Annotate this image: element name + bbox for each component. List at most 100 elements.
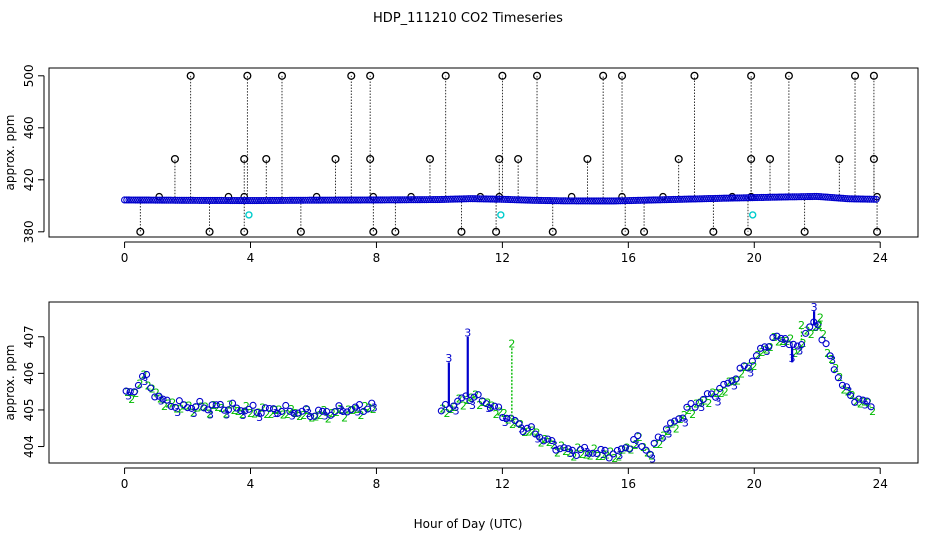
bottom-series1-point (818, 336, 826, 344)
top-baseline-point (672, 195, 680, 203)
bottom-series2-point: 2 (828, 353, 835, 366)
bottom-series2-point: 2 (153, 387, 160, 400)
bottom-series1-spike-label: 3 (445, 352, 452, 365)
bottom-series1-point (695, 399, 703, 407)
top-baseline-point (493, 195, 501, 203)
bottom-series1-point (192, 403, 200, 411)
top-mid-spike-point (765, 154, 775, 164)
bottom-series2-point: 2 (701, 395, 708, 408)
top-low-spike-point (640, 227, 649, 236)
top-baseline-point (491, 195, 499, 203)
top-baseline-point (786, 193, 794, 201)
top-baseline-point (508, 196, 517, 204)
bottom-x-tick-label: 20 (747, 477, 762, 491)
bottom-series2-point: 2 (816, 319, 823, 332)
top-baseline-point (495, 195, 503, 203)
top-baseline-point (793, 193, 801, 201)
top-baseline-point (187, 196, 195, 204)
top-baseline-point (288, 196, 296, 204)
top-baseline-point (641, 196, 649, 204)
top-baseline-point (652, 196, 660, 204)
top-baseline-point (843, 195, 852, 203)
top-baseline-point (129, 196, 137, 204)
top-baseline-point (828, 193, 836, 202)
top-baseline-point (597, 197, 605, 205)
bottom-series1-point (744, 364, 752, 372)
bottom-series2-point: 2 (173, 403, 180, 416)
bottom-series1-point (523, 424, 531, 432)
top-mid-spike-point (425, 154, 435, 164)
top-baseline-point (627, 196, 636, 205)
bottom-series1-label: 3 (665, 427, 672, 440)
top-baseline-point (361, 196, 369, 204)
top-baseline-point (727, 194, 735, 202)
bottom-series1-point (511, 416, 519, 425)
bottom-series1-point (597, 445, 605, 453)
bottom-series1-point (343, 408, 351, 416)
top-baseline-point (590, 197, 598, 205)
top-high-spike-point (277, 71, 287, 80)
top-baseline-point (513, 196, 521, 204)
bottom-series2-point: 2 (280, 409, 287, 422)
bottom-series1-point (838, 381, 846, 389)
top-baseline-point (334, 196, 342, 204)
top-high-spike-point (850, 71, 860, 80)
bottom-series2-point: 2 (791, 347, 798, 360)
bottom-series2-point: 2 (341, 411, 348, 424)
top-baseline-point (705, 195, 713, 203)
top-baseline-point (753, 194, 761, 202)
bottom-series2-point: 2 (325, 412, 332, 425)
bottom-series1-point (830, 366, 838, 374)
bottom-y-tick-label: 407 (22, 325, 36, 348)
top-baseline-point (824, 193, 832, 201)
top-baseline-point (372, 196, 380, 204)
top-baseline-point (303, 196, 312, 204)
bottom-series1-point (327, 411, 335, 419)
top-baseline-point (385, 196, 393, 204)
bottom-series1-point (220, 406, 228, 414)
bottom-series2-point: 2 (169, 396, 176, 409)
top-baseline-point (433, 196, 442, 204)
top-baseline-point (806, 193, 814, 201)
bottom-series1-label: 3 (354, 405, 361, 418)
top-baseline-point (731, 194, 739, 202)
top-baseline-point (306, 196, 314, 204)
top-baseline-point (301, 196, 309, 204)
bottom-series1-point (249, 401, 257, 409)
top-baseline-point (189, 196, 197, 204)
bottom-series1-point (720, 380, 728, 388)
bottom-series1-point (646, 450, 654, 458)
top-baseline-point (548, 197, 556, 205)
bottom-series2-point: 2 (550, 439, 557, 452)
bottom-series2-point: 2 (808, 328, 815, 341)
bottom-series1-point (274, 409, 282, 418)
bottom-series2-point: 2 (591, 443, 598, 456)
top-baseline-point (566, 197, 574, 205)
bottom-series2-point: 2 (296, 410, 303, 423)
bottom-series2-point: 2 (566, 446, 573, 459)
top-baseline-point (394, 196, 402, 204)
top-baseline-point (253, 197, 261, 205)
bottom-series2-point: 2 (304, 404, 311, 417)
top-baseline-point (645, 196, 653, 204)
top-baseline-point (852, 195, 860, 203)
top-baseline-point (868, 195, 876, 203)
top-baseline-point (738, 194, 746, 202)
top-baseline-point (427, 196, 435, 204)
bottom-series1-point (797, 341, 806, 349)
top-panel: 0 4 8 12 16 20 24 380 420 460 500 approx. ppm (3, 64, 919, 265)
top-baseline-point (484, 195, 492, 203)
bottom-series1-point (265, 404, 273, 413)
bottom-series1-point (699, 395, 707, 404)
top-baseline-point (356, 196, 364, 204)
top-baseline-point (264, 196, 272, 205)
bottom-series1-point (503, 414, 511, 422)
top-baseline-point (755, 193, 763, 202)
bottom-series1-point (130, 388, 138, 396)
top-baseline-point (735, 194, 744, 202)
bottom-series1-point (560, 444, 568, 452)
top-baseline-point (654, 196, 662, 204)
top-baseline-point (209, 196, 217, 204)
top-baseline-point (222, 196, 230, 205)
top-baseline-point (570, 197, 578, 205)
